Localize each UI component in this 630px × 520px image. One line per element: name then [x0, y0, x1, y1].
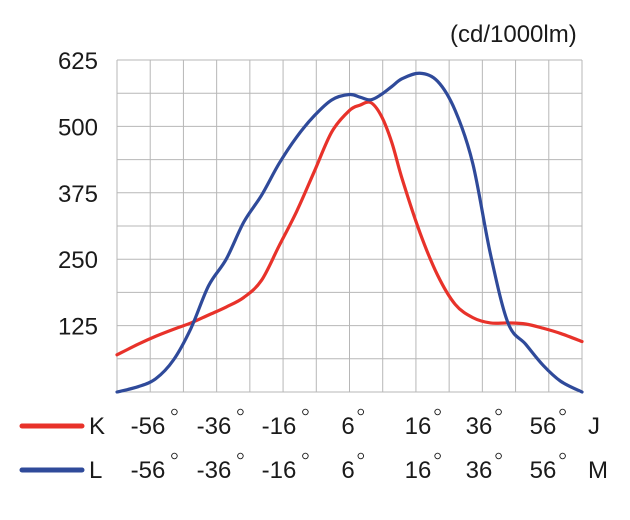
- legend-label-L: L: [89, 457, 102, 484]
- x-tick-label: 56: [530, 457, 557, 484]
- degree-mark: [559, 452, 566, 460]
- x-tick-label: -56: [131, 457, 166, 484]
- row-end-label-K: J: [588, 413, 600, 440]
- degree-mark: [434, 452, 441, 460]
- legend: K -56 -36 -16 6 16 36 56 J L -56 -36 -16 6 16 36 56 M: [19, 408, 608, 484]
- y-tick-label: 500: [58, 114, 98, 141]
- x-tick-label: -56: [131, 413, 166, 440]
- x-tick-label: -36: [197, 457, 232, 484]
- degree-mark: [357, 452, 365, 460]
- degree-mark: [237, 408, 244, 416]
- x-tick-label: -36: [197, 413, 232, 440]
- series-line-L: [115, 71, 584, 394]
- series-lines: [115, 71, 584, 394]
- x-tick-label: -16: [262, 413, 297, 440]
- grid: [116, 59, 583, 393]
- degree-mark: [171, 408, 178, 416]
- x-tick-label: -16: [262, 457, 297, 484]
- y-tick-label: 125: [58, 314, 98, 341]
- series-line-K: [115, 100, 584, 357]
- y-tick-label: 625: [58, 48, 98, 75]
- degree-mark: [434, 408, 441, 416]
- x-tick-label: 16: [405, 457, 432, 484]
- degree-mark: [237, 452, 244, 460]
- legend-label-K: K: [89, 413, 105, 440]
- x-tick-label: 6: [341, 413, 354, 440]
- y-tick-label: 250: [58, 247, 98, 274]
- degree-mark: [559, 408, 566, 416]
- degree-mark: [495, 452, 502, 460]
- row-end-label-L: M: [588, 457, 608, 484]
- y-tick-label: 375: [58, 181, 98, 208]
- x-tick-label: 36: [466, 457, 493, 484]
- y-tick-labels: 625 500 375 250 125: [58, 48, 98, 341]
- degree-mark: [302, 408, 309, 416]
- x-tick-label: 6: [341, 457, 354, 484]
- unit-label: (cd/1000lm): [450, 21, 577, 48]
- degree-mark: [302, 452, 309, 460]
- degree-mark: [357, 408, 365, 416]
- x-tick-label: 16: [405, 413, 432, 440]
- x-tick-label: 36: [466, 413, 493, 440]
- degree-mark: [171, 452, 178, 460]
- x-tick-label: 56: [530, 413, 557, 440]
- degree-mark: [495, 408, 502, 416]
